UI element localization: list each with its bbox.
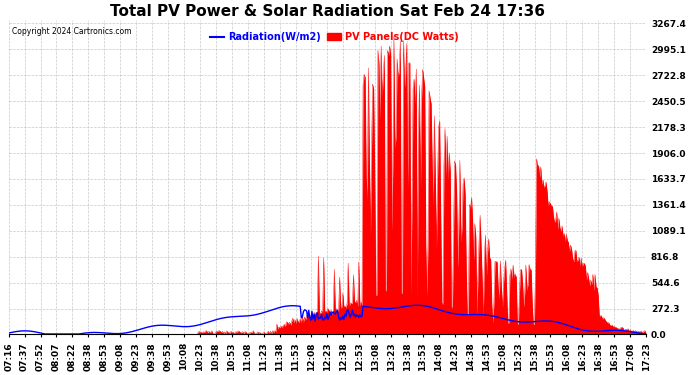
Legend: Radiation(W/m2), PV Panels(DC Watts): Radiation(W/m2), PV Panels(DC Watts) <box>206 28 463 46</box>
Title: Total PV Power & Solar Radiation Sat Feb 24 17:36: Total PV Power & Solar Radiation Sat Feb… <box>110 4 545 19</box>
Text: Copyright 2024 Cartronics.com: Copyright 2024 Cartronics.com <box>12 27 131 36</box>
